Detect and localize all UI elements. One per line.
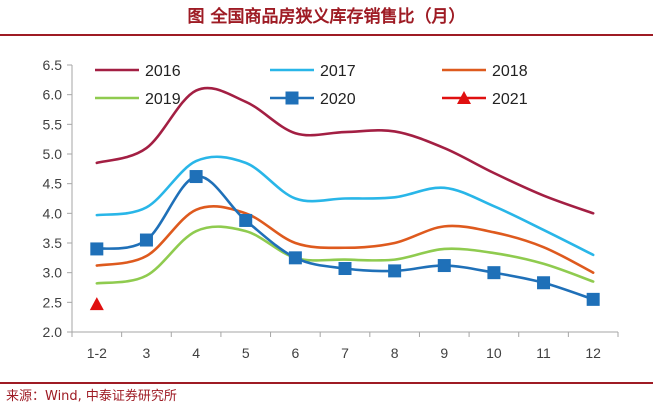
data-point-2020 (239, 213, 253, 227)
data-point-2020 (139, 233, 153, 247)
source-divider (0, 382, 653, 384)
x-tick-label: 6 (291, 345, 299, 361)
x-tick-label: 5 (242, 345, 250, 361)
series-2019 (95, 225, 595, 285)
series-line-2016 (95, 86, 595, 215)
y-tick-label: 3.0 (43, 265, 63, 281)
legend-label: 2019 (145, 91, 181, 108)
legend-label: 2021 (492, 91, 528, 108)
y-tick-label: 5.0 (43, 146, 63, 162)
series-line-2017 (95, 155, 595, 257)
x-tick-label: 11 (536, 345, 551, 361)
x-tick-label: 12 (585, 345, 601, 361)
legend-label: 2016 (145, 63, 181, 80)
data-point-2020 (437, 259, 451, 273)
y-tick-label: 4.0 (43, 205, 63, 221)
legend-item-2018: 2018 (442, 63, 528, 80)
title-divider (0, 34, 653, 36)
series-2018 (95, 205, 595, 274)
y-tick-label: 3.5 (43, 235, 63, 251)
chart-ticks: 2.0 2.5 3.0 3.5 4.0 4.5 5.0 5.5 6.0 6.5 1-2 3 4 5 6 7 8 9… (43, 57, 619, 361)
y-tick-label: 6.0 (43, 87, 63, 103)
data-point-2020 (189, 170, 203, 184)
legend-item-2017: 2017 (270, 63, 356, 80)
legend-label: 2020 (320, 91, 356, 108)
chart-legend: 2016 2017 2018 2019 2020 2021 (95, 63, 528, 108)
x-tick-label: 7 (341, 345, 349, 361)
data-point-2020 (288, 251, 302, 265)
x-tick-label: 3 (143, 345, 151, 361)
data-point-2021 (89, 297, 104, 311)
chart-title: 图 全国商品房狭义库存销售比（月） (187, 7, 466, 27)
line-chart: 2.0 2.5 3.0 3.5 4.0 4.5 5.0 5.5 6.0 6.5 1-2 3 4 5 6 7 8 9… (43, 57, 619, 361)
data-point-2020 (586, 292, 600, 306)
legend-item-2021: 2021 (442, 91, 528, 108)
legend-item-2020: 2020 (270, 91, 356, 108)
chart-axes (71, 65, 618, 333)
legend-marker (285, 91, 299, 105)
series-2017 (95, 155, 595, 257)
legend-item-2016: 2016 (95, 63, 181, 80)
series-line-2018 (95, 205, 595, 274)
data-point-2020 (537, 276, 551, 290)
source-note: 来源：Wind, 中泰证券研究所 (6, 389, 177, 404)
x-tick-label: 10 (486, 345, 502, 361)
data-point-2020 (338, 262, 352, 276)
series-2021 (89, 297, 104, 311)
y-tick-label: 4.5 (43, 176, 63, 192)
data-point-2020 (487, 266, 501, 280)
x-tick-label: 1-2 (87, 345, 107, 361)
x-tick-label: 9 (440, 345, 448, 361)
x-tick-label: 4 (192, 345, 200, 361)
y-tick-label: 5.5 (43, 116, 63, 132)
chart-series (89, 86, 600, 311)
y-tick-label: 6.5 (43, 57, 63, 73)
x-tick-label: 8 (391, 345, 399, 361)
y-tick-label: 2.0 (43, 324, 63, 340)
legend-item-2019: 2019 (95, 91, 181, 108)
legend-label: 2018 (492, 63, 528, 80)
series-2020 (90, 170, 600, 306)
data-point-2020 (90, 242, 104, 256)
legend-marker (457, 91, 471, 104)
series-2016 (95, 86, 595, 215)
legend-label: 2017 (320, 63, 356, 80)
series-line-2019 (95, 225, 595, 285)
y-tick-label: 2.5 (43, 294, 63, 310)
data-point-2020 (388, 264, 402, 278)
